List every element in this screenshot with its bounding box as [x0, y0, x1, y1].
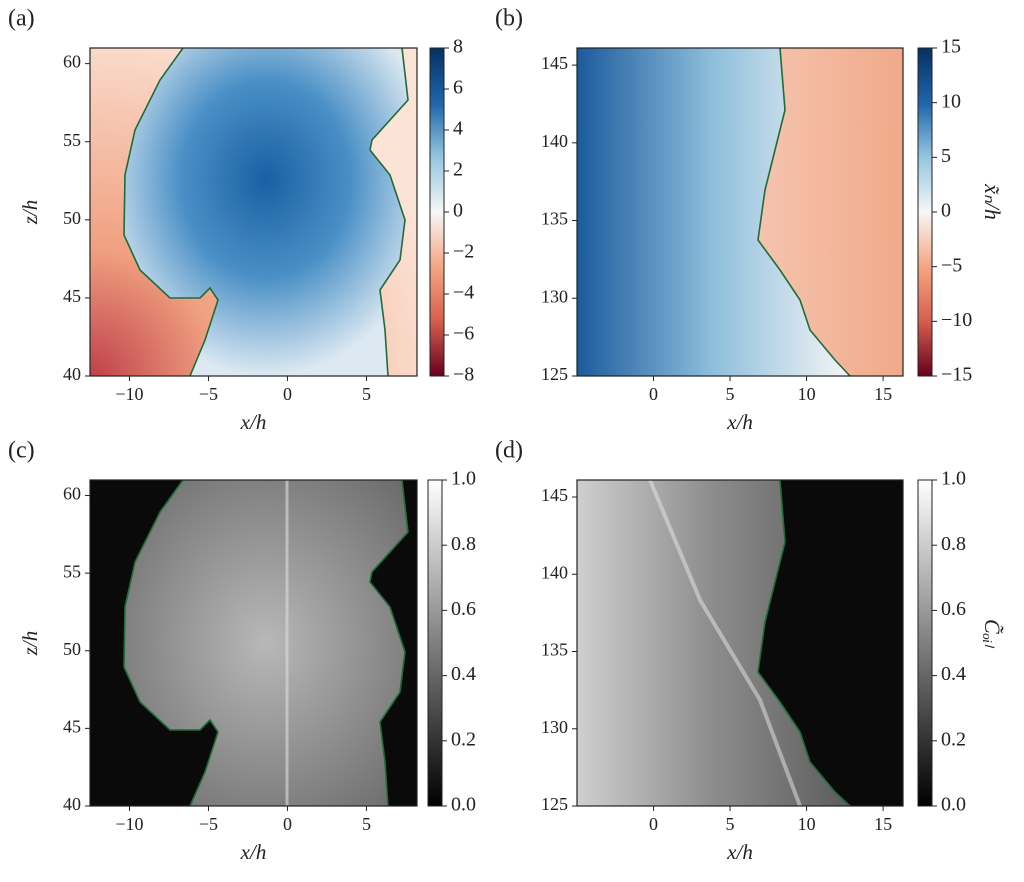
colorbar-tick-label: 1.0	[451, 468, 476, 490]
y-tick-label: 145	[541, 53, 568, 73]
colorbar-tick-label: 0.4	[451, 663, 476, 685]
y-axis-label: z/h	[18, 200, 42, 226]
x-tick-label: 5	[726, 814, 735, 834]
colorbar-tick-label: 10	[941, 90, 961, 112]
y-tick-label: 50	[63, 208, 81, 228]
panel-label: (b)	[495, 6, 523, 32]
x-tick-label: −5	[199, 384, 218, 404]
colorbar	[429, 47, 445, 377]
x-tick-label: 10	[798, 384, 816, 404]
y-tick-label: 140	[541, 131, 568, 151]
colorbar-tick-label: 0	[941, 200, 951, 222]
colorbar-tick-label: 8	[453, 36, 463, 58]
colorbar-tick-label: 6	[453, 77, 463, 99]
colorbar-tick-label: 2	[453, 159, 463, 181]
colorbar-tick-label: 0.0	[451, 794, 476, 816]
x-tick-label: 5	[362, 814, 371, 834]
colorbar-label: x̃ₙ/h	[980, 183, 1005, 220]
y-tick-label: 130	[541, 717, 568, 737]
y-tick-label: 40	[63, 364, 81, 384]
x-axis-label: x/h	[240, 410, 267, 434]
y-tick-label: 60	[63, 484, 81, 504]
x-tick-label: −5	[199, 814, 218, 834]
colorbar-tick-label: −6	[453, 323, 474, 345]
y-tick-label: 45	[63, 286, 81, 306]
panel-label: (a)	[8, 6, 35, 32]
colorbar-tick-label: 0.8	[941, 533, 966, 555]
y-tick-label: 45	[63, 717, 81, 737]
x-tick-label: −10	[115, 814, 143, 834]
colorbar-tick-label: 0.6	[941, 598, 966, 620]
colorbar-tick-label: 0	[453, 200, 463, 222]
colorbar-tick-label: 0.0	[941, 794, 966, 816]
plot-frame	[89, 479, 418, 807]
x-tick-label: −10	[115, 384, 143, 404]
colorbar	[917, 479, 933, 807]
x-tick-label: 0	[649, 384, 658, 404]
x-tick-label: 0	[283, 814, 292, 834]
x-tick-label: 15	[874, 814, 892, 834]
x-tick-label: 5	[726, 384, 735, 404]
y-axis-label: z/h	[18, 631, 42, 657]
y-tick-label: 125	[541, 364, 568, 384]
x-axis-label: x/h	[726, 410, 753, 434]
y-tick-label: 135	[541, 209, 568, 229]
colorbar-tick-label: −5	[941, 254, 962, 276]
x-axis-label: x/h	[240, 840, 267, 864]
y-tick-label: 40	[63, 794, 81, 814]
colorbar-tick-label: −4	[453, 282, 474, 304]
y-tick-label: 50	[63, 639, 81, 659]
y-tick-label: 60	[63, 52, 81, 72]
colorbar-tick-label: 0.6	[451, 598, 476, 620]
colorbar-label: C̃ₒᵢₗ	[980, 619, 1005, 648]
colorbar-tick-label: 0.8	[451, 533, 476, 555]
y-tick-label: 140	[541, 562, 568, 582]
y-tick-label: 55	[63, 130, 81, 150]
field-c	[90, 479, 417, 807]
panel-label: (d)	[495, 438, 523, 464]
colorbar-tick-label: 0.2	[451, 728, 476, 750]
field-a	[90, 47, 417, 377]
y-tick-label: 130	[541, 286, 568, 306]
colorbar-tick-label: 0.2	[941, 728, 966, 750]
colorbar-tick-label: 5	[941, 145, 951, 167]
plot-frame	[89, 47, 418, 377]
colorbar-tick-label: 1.0	[941, 468, 966, 490]
plot-frame	[576, 47, 904, 377]
y-tick-label: 145	[541, 485, 568, 505]
x-axis-label: x/h	[726, 840, 753, 864]
plot-frame	[576, 479, 904, 807]
x-tick-label: 10	[798, 814, 816, 834]
panel-label: (c)	[8, 438, 35, 464]
colorbar-tick-label: −15	[941, 364, 972, 386]
colorbar-tick-label: 4	[453, 118, 463, 140]
y-tick-label: 135	[541, 640, 568, 660]
x-tick-label: 15	[874, 384, 892, 404]
x-tick-label: 0	[649, 814, 658, 834]
colorbar-tick-label: −8	[453, 364, 474, 386]
colorbar-tick-label: −10	[941, 309, 972, 331]
y-tick-label: 125	[541, 794, 568, 814]
field-d	[577, 479, 903, 807]
x-tick-label: 5	[362, 384, 371, 404]
field-b	[577, 47, 903, 377]
y-tick-label: 55	[63, 561, 81, 581]
x-tick-label: 0	[283, 384, 292, 404]
colorbar-tick-label: −2	[453, 241, 474, 263]
colorbar	[427, 479, 443, 807]
colorbar	[917, 47, 933, 377]
colorbar-tick-label: 0.4	[941, 663, 966, 685]
colorbar-tick-label: 15	[941, 36, 961, 58]
